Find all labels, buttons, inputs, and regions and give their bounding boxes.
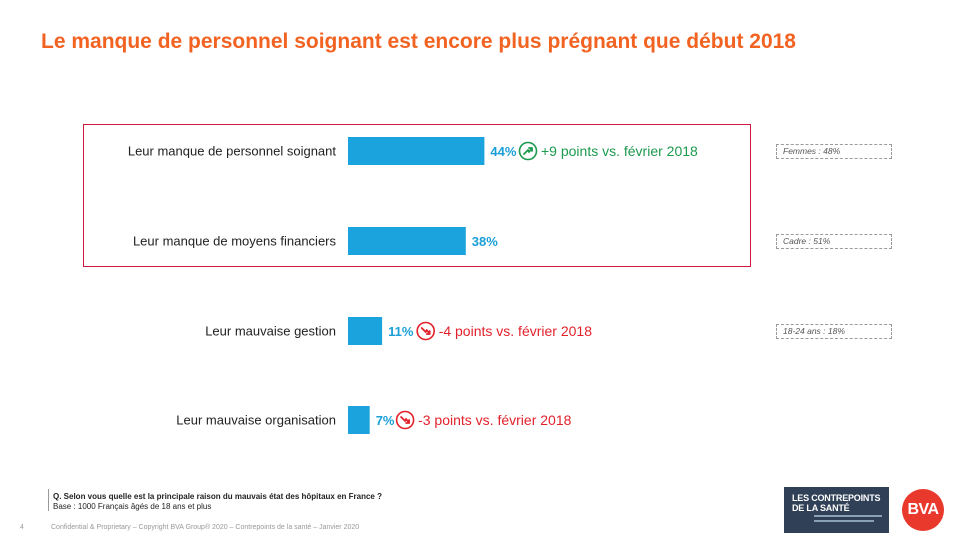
evolution-label: -4 points vs. février 2018 bbox=[439, 323, 593, 339]
note-box-3: 18-24 ans : 18% bbox=[776, 324, 892, 339]
category-label: Leur mauvaise organisation bbox=[176, 413, 336, 428]
bar bbox=[348, 317, 383, 345]
base-text: Base : 1000 Français âgés de 18 ans et p… bbox=[53, 502, 212, 511]
category-label: Leur manque de moyens financiers bbox=[133, 234, 337, 249]
value-label: 11% bbox=[388, 324, 414, 339]
evolution-label: +9 points vs. février 2018 bbox=[541, 143, 698, 159]
contrepoints-logo-decoration bbox=[814, 515, 882, 517]
page-title: Le manque de personnel soignant est enco… bbox=[41, 30, 796, 53]
value-label: 44% bbox=[490, 144, 516, 159]
question-divider bbox=[48, 489, 49, 511]
footer-text: Confidential & Proprietary – Copyright B… bbox=[51, 524, 360, 531]
value-label: 7% bbox=[376, 413, 395, 428]
category-label: Leur manque de personnel soignant bbox=[128, 144, 337, 159]
trend-arrow bbox=[400, 416, 410, 424]
contrepoints-logo-decoration bbox=[814, 520, 874, 522]
contrepoints-logo-line1: LES CONTREPOINTS bbox=[792, 493, 881, 503]
note-box-1: Femmes : 48% bbox=[776, 144, 892, 159]
trend-down-icon bbox=[395, 410, 415, 430]
contrepoints-logo-line2: DE LA SANTÉ bbox=[792, 503, 850, 513]
contrepoints-logo: LES CONTREPOINTS DE LA SANTÉ bbox=[784, 487, 889, 533]
bar bbox=[348, 137, 485, 165]
trend-arrow bbox=[420, 327, 431, 335]
note-box-2: Cadre : 51% bbox=[776, 234, 892, 249]
trend-up-icon bbox=[518, 141, 538, 161]
trend-down-icon bbox=[416, 321, 436, 341]
evolution-label: -3 points vs. février 2018 bbox=[418, 412, 572, 428]
bar-chart: Leur manque de personnel soignant 44% +9 p… bbox=[128, 137, 698, 434]
page-number: 4 bbox=[20, 524, 24, 531]
highlight-box bbox=[83, 124, 751, 267]
category-label: Leur mauvaise gestion bbox=[205, 324, 336, 339]
bar bbox=[348, 406, 370, 434]
question-text: Q. Selon vous quelle est la principale r… bbox=[53, 492, 382, 501]
trend-arrow bbox=[523, 147, 533, 155]
value-label: 38% bbox=[472, 234, 498, 249]
bar bbox=[348, 227, 466, 255]
bva-logo: BVA bbox=[902, 489, 944, 531]
